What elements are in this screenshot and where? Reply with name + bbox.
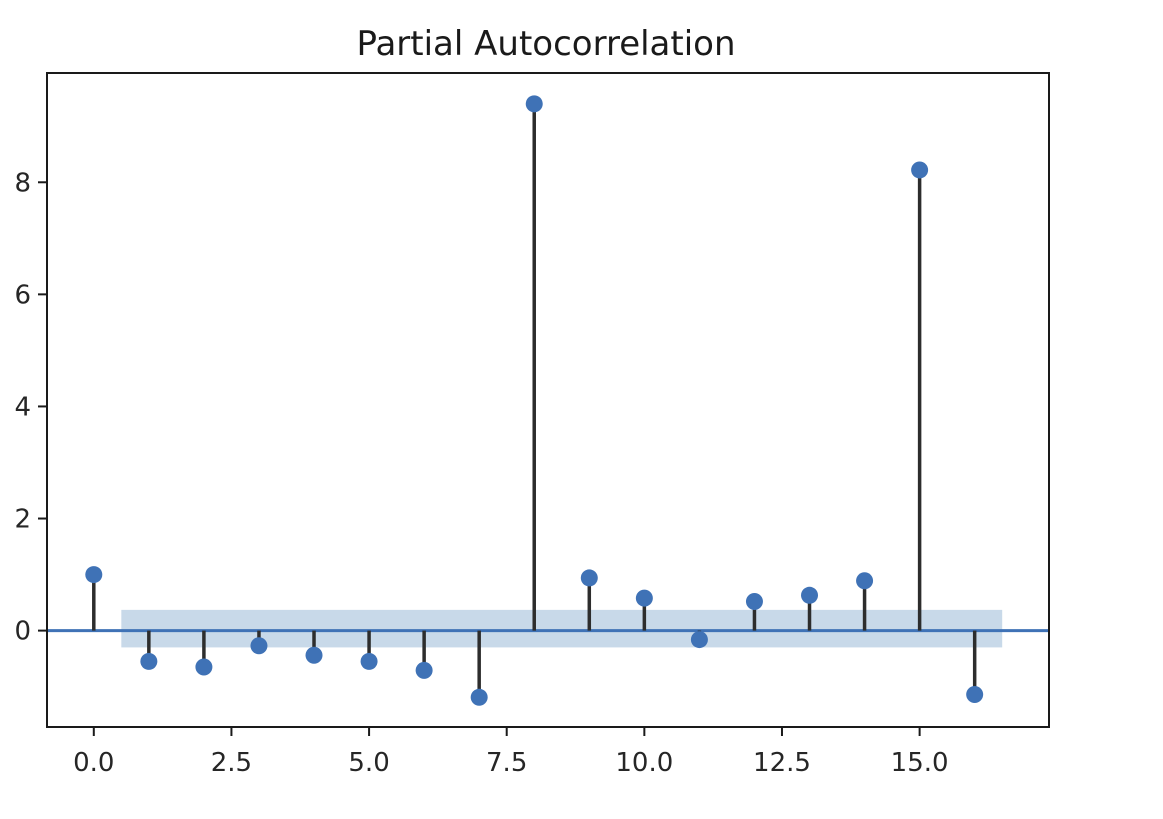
- marker-lag-10: [635, 589, 653, 607]
- marker-lag-4: [305, 646, 323, 664]
- axes-frame: [46, 72, 1050, 728]
- marker-lag-2: [195, 658, 213, 676]
- stems-layer: [92, 103, 977, 698]
- marker-lag-5: [360, 652, 378, 670]
- marker-lag-7: [470, 688, 488, 706]
- chart-title: Partial Autocorrelation: [356, 24, 735, 64]
- x-tick-label: 15.0: [891, 748, 949, 778]
- marker-lag-0: [85, 566, 103, 584]
- marker-lag-6: [415, 661, 433, 679]
- x-tick-label: 5.0: [348, 748, 389, 778]
- marker-lag-3: [250, 637, 268, 655]
- marker-lag-1: [140, 652, 158, 670]
- y-tick-label: 6: [14, 280, 31, 310]
- confidence-band-layer: [121, 609, 1003, 648]
- y-tick-label: 0: [14, 617, 31, 647]
- marker-lag-12: [745, 592, 763, 610]
- marker-lag-14: [856, 572, 874, 590]
- x-tick-label: 12.5: [753, 748, 811, 778]
- marker-lag-8: [525, 95, 543, 113]
- x-tick-label: 2.5: [211, 748, 252, 778]
- marker-lag-15: [911, 161, 929, 179]
- x-axis-ticks: 0.0 2.5 5.0 7.5 10.0 12.5 15.0: [73, 727, 949, 778]
- confidence-band: [121, 609, 1003, 648]
- marker-lag-11: [690, 631, 708, 649]
- marker-lag-16: [966, 685, 984, 703]
- y-tick-label: 8: [14, 168, 31, 198]
- y-axis-ticks: 0 2 4 6 8: [14, 168, 47, 647]
- y-tick-label: 4: [14, 392, 31, 422]
- marker-lag-13: [801, 586, 819, 604]
- x-tick-label: 7.5: [486, 748, 527, 778]
- axes-layer: [46, 72, 1050, 728]
- x-tick-label: 10.0: [615, 748, 673, 778]
- x-tick-label: 0.0: [73, 748, 114, 778]
- markers-layer: [85, 95, 984, 706]
- marker-lag-9: [580, 569, 598, 587]
- y-tick-label: 2: [14, 505, 31, 535]
